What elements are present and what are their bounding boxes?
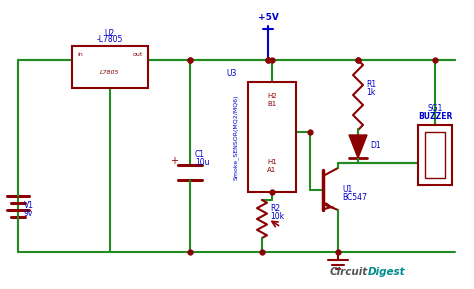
Text: R1: R1 [366, 80, 376, 89]
Text: in: in [77, 52, 83, 57]
Text: V1: V1 [24, 201, 34, 210]
Text: L7805: L7805 [100, 70, 120, 75]
Text: +: + [170, 156, 178, 166]
Bar [72, 46, 148, 88]
Text: +5V: +5V [257, 13, 278, 22]
Bar [425, 132, 445, 178]
Text: H2: H2 [267, 93, 277, 99]
Text: U2: U2 [105, 29, 115, 38]
Text: C1: C1 [195, 150, 205, 159]
Text: -L7805: -L7805 [97, 35, 123, 44]
Text: Smoke_SENSOR(MQ2/MQ6): Smoke_SENSOR(MQ2/MQ6) [233, 94, 239, 180]
Text: T: T [432, 152, 438, 162]
Text: R2: R2 [270, 204, 280, 213]
Polygon shape [349, 135, 367, 158]
Text: U1: U1 [342, 185, 352, 194]
Bar [418, 125, 452, 185]
Text: Digest: Digest [368, 267, 406, 277]
Text: A1: A1 [267, 167, 277, 173]
Text: 10u: 10u [195, 158, 210, 167]
Text: 9v: 9v [24, 208, 33, 218]
Bar [248, 82, 296, 192]
Text: BC547: BC547 [342, 193, 367, 202]
Text: SG1: SG1 [428, 104, 443, 113]
Text: 1k: 1k [366, 88, 375, 97]
Text: 10k: 10k [270, 212, 284, 221]
Text: U3: U3 [226, 69, 237, 78]
Text: D1: D1 [370, 142, 381, 151]
Text: Circuit: Circuit [330, 267, 368, 277]
Text: out: out [133, 52, 143, 57]
Text: B1: B1 [267, 101, 277, 107]
Text: H1: H1 [267, 159, 277, 165]
Text: BUZZER: BUZZER [418, 112, 452, 121]
